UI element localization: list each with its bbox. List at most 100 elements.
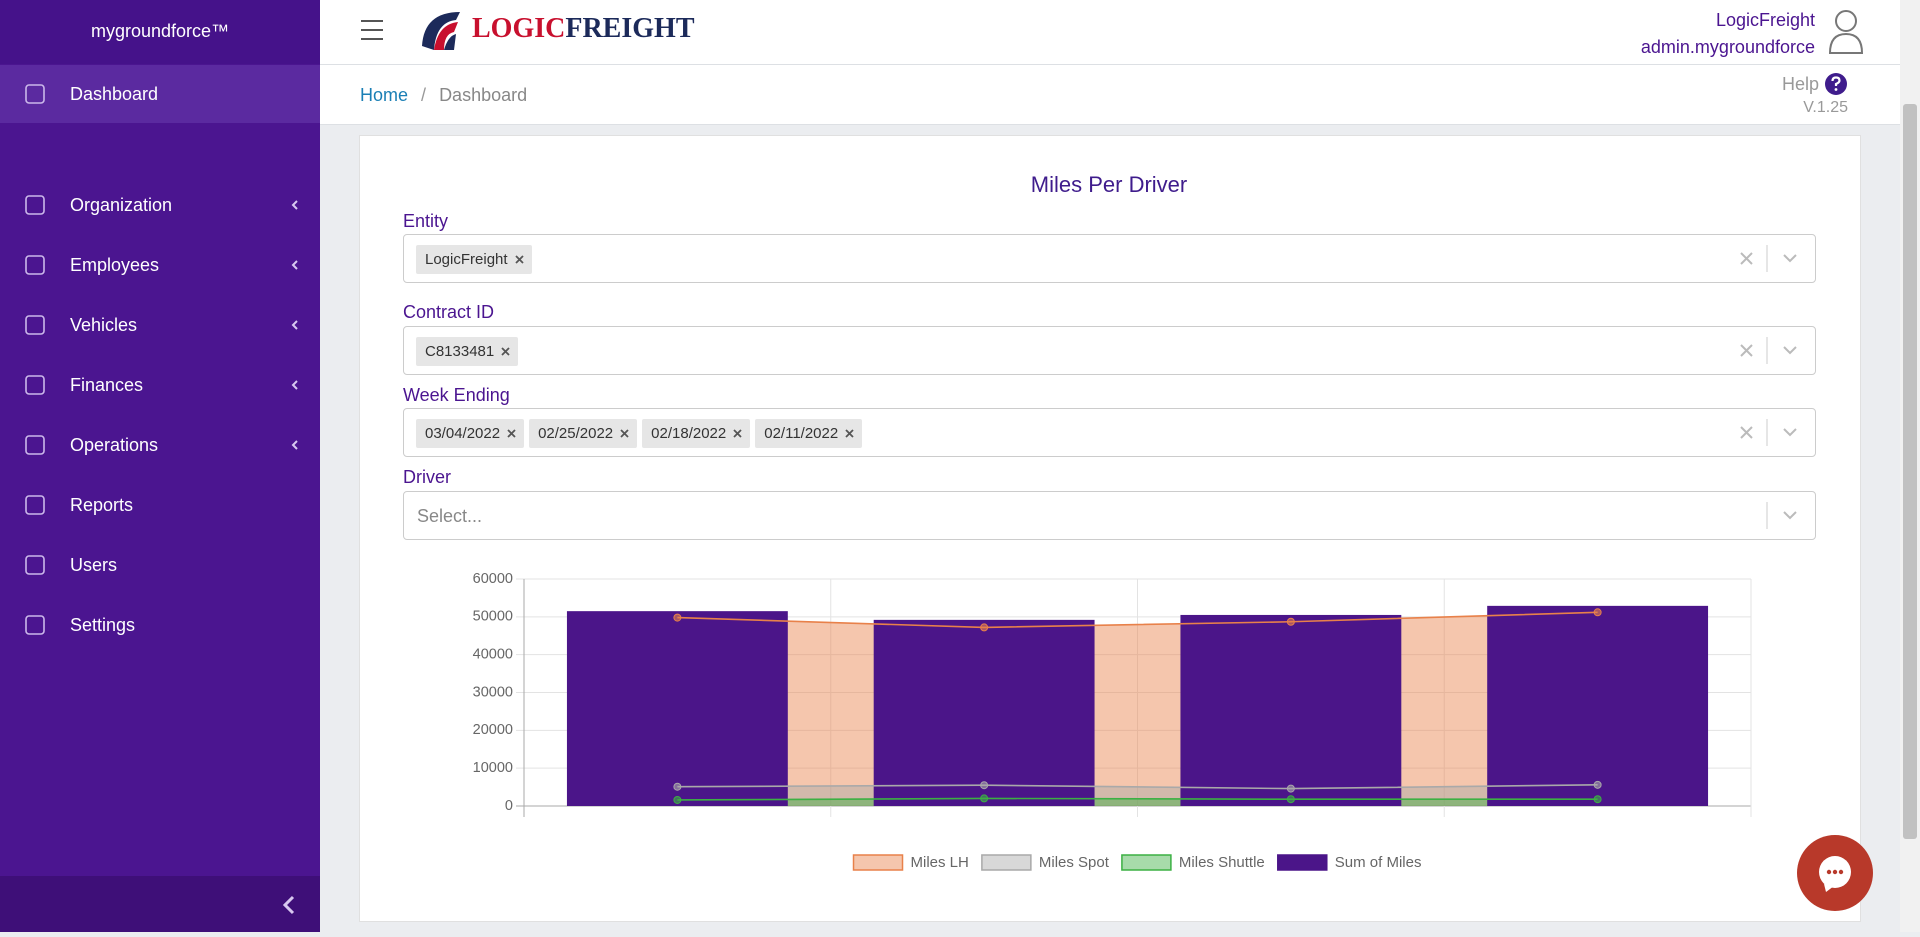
bar [1180,614,1402,806]
submenu-chevron [291,380,298,390]
tag-remove[interactable] [494,337,518,366]
point [1286,795,1295,804]
nav-icon [25,375,45,395]
nav-icon [25,195,45,215]
select-controls [1740,419,1797,446]
menu-toggle[interactable] [360,18,384,42]
nav-label: Employees [70,255,160,275]
nav-icon [25,615,45,635]
tag-text: 02/11/2022 [764,425,839,442]
nav-icon [25,84,45,104]
legend-label[interactable]: Sum of Miles [1335,854,1422,871]
select-box[interactable]: C8133481 [403,326,1816,375]
bar [566,611,788,806]
nav-item[interactable]: Organization [0,176,320,234]
field-label: Entity [403,211,449,231]
crumb-current: Dashboard [439,85,528,105]
legend: Miles LH Miles Spot Miles Shuttle Sum of Mi… [852,854,1422,871]
breadcrumb: Home / Dashboard [360,85,527,106]
y-tick-label: 50000 [473,609,513,625]
select-controls [1766,502,1797,529]
selected-tag: 02/11/2022 [755,419,863,448]
tag-remove[interactable] [613,419,637,448]
nav-item[interactable]: Employees [0,236,320,294]
help-text: Help [1781,73,1819,94]
tag-text: 03/04/2022 [425,425,501,442]
nav-label: Finances [70,375,144,395]
point [1286,617,1295,626]
user-name: admin.mygroundforce [1640,37,1815,57]
series-line [677,611,1598,629]
selected-tag: 02/18/2022 [642,419,751,448]
sidebar: mygroundforce™ Dashboard Organization Empl… [0,0,320,932]
field-label: Contract ID [403,302,495,322]
legend-label[interactable]: Miles Shuttle [1179,854,1265,871]
nav-item[interactable]: Users [0,536,320,594]
tag-text: 02/25/2022 [538,425,614,442]
tag-remove[interactable] [508,245,532,274]
series-line [677,797,1598,801]
user-info[interactable]: LogicFreight admin.mygroundforce [1641,7,1815,61]
crumb-separator: / [421,85,427,105]
nav-label: Users [70,555,118,575]
nav-item[interactable]: Operations [0,416,320,474]
tag-remove[interactable] [838,419,862,448]
chat-button[interactable] [1796,834,1876,914]
collapse-bar[interactable] [0,876,320,932]
top-bar: LOGICFREIGHT LogicFreight admin.myground… [320,0,1900,65]
nav-label: Vehicles [70,315,138,335]
nav-label: Reports [70,495,134,515]
point [673,613,682,622]
select-controls [1740,245,1797,272]
nav-label: Settings [70,615,136,635]
point [980,623,989,632]
legend-swatch [981,854,1032,871]
selected-tag: C8133481 [416,337,519,366]
breadcrumb-bar: Home / Dashboard Help V.1.25 [320,65,1900,125]
point [980,794,989,803]
scrollbar[interactable] [1900,0,1920,932]
selected-tag: LogicFreight [416,245,532,274]
submenu-chevron [291,260,298,270]
select-box[interactable]: LogicFreight [403,234,1816,283]
y-tick-label: 60000 [473,571,513,587]
point [673,782,682,791]
nav-item[interactable]: Finances [0,356,320,414]
scroll-thumb[interactable] [1903,104,1917,839]
bar [1487,605,1709,806]
nav-item[interactable]: Settings [0,596,320,654]
point [980,781,989,790]
company-name: LogicFreight [1715,10,1815,30]
crumb-home[interactable]: Home [360,85,409,105]
user-avatar[interactable] [1828,8,1864,54]
select-box[interactable]: 03/04/2022 02/25/2022 02/18/2022 02/11/2022 [403,408,1816,457]
nav-item[interactable]: Dashboard [0,65,320,123]
nav-item[interactable]: Vehicles [0,296,320,354]
placeholder: Select... [417,506,483,526]
selected-tag: 03/04/2022 [416,419,525,448]
nav-icon [25,495,45,515]
point [1593,795,1602,804]
version: V.1.25 [1803,99,1848,116]
help[interactable]: Help [1782,72,1848,96]
point [1593,608,1602,617]
select-box[interactable]: Select... [403,491,1816,540]
legend-swatch [852,854,904,871]
logo[interactable]: LOGICFREIGHT [420,6,780,56]
nav-item[interactable]: Reports [0,476,320,534]
tag-remove[interactable] [500,419,524,448]
help-icon [1825,73,1847,95]
nav-icon [25,255,45,275]
tag-text: C8133481 [425,343,495,360]
legend-swatch [1277,854,1328,871]
legend-label[interactable]: Miles Spot [1039,854,1110,871]
nav-label: Dashboard [70,84,159,104]
legend-label[interactable]: Miles LH [911,854,969,871]
area-fill [677,612,1598,806]
point [1593,780,1602,789]
nav-label: Organization [70,195,173,215]
tag-remove[interactable] [726,419,750,448]
y-tick-label: 10000 [473,760,513,776]
y-tick-label: 20000 [473,722,513,738]
